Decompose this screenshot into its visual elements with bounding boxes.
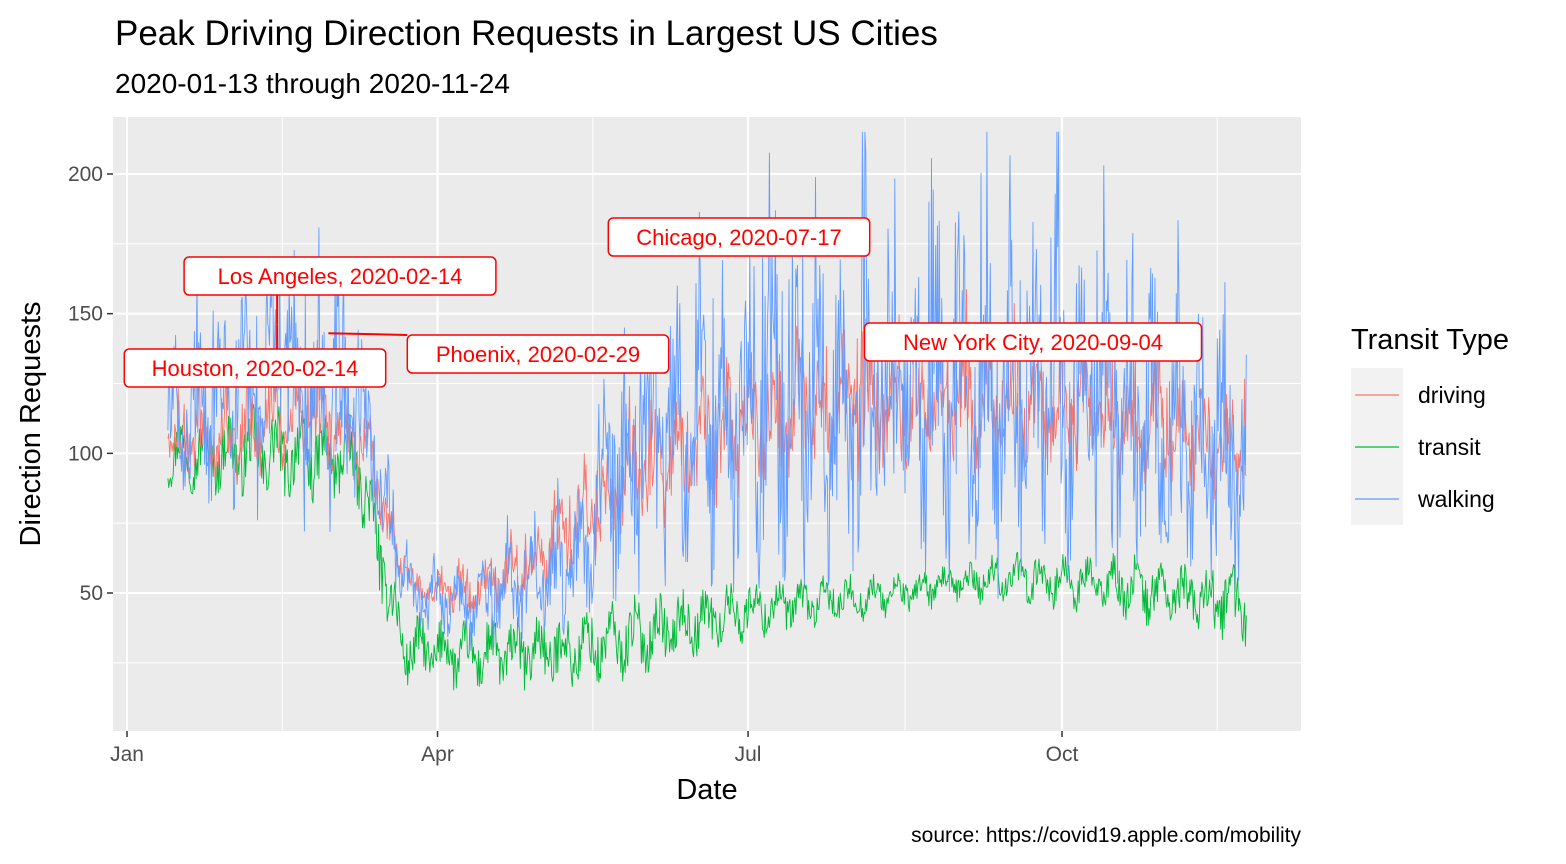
y-tick-label: 150: [68, 303, 103, 326]
annotation-box: [123, 348, 387, 388]
annotation-box: [607, 217, 871, 257]
annotation-2: Phoenix, 2020-02-29: [328, 332, 670, 374]
y-tick-label: 200: [68, 163, 103, 186]
legend-label-walking: walking: [1417, 486, 1495, 512]
axis-layer: 50 100 150 200 Jan Apr Jul Oct: [68, 163, 1079, 766]
x-tick-label: Jul: [735, 743, 762, 766]
annotation-connector: [328, 332, 408, 336]
legend: Transit Type driving transit walking: [1351, 324, 1509, 525]
annotation-3: Chicago, 2020-07-17: [607, 217, 871, 257]
x-tick-label: Oct: [1046, 743, 1079, 766]
y-tick-label: 100: [68, 442, 103, 465]
annotation-0: Los Angeles, 2020-02-14: [183, 256, 497, 325]
annotation-1: Houston, 2020-02-14: [123, 324, 387, 388]
x-tick-label: Jan: [110, 743, 144, 766]
annotation-box: [863, 322, 1203, 362]
annotation-box: [183, 256, 497, 296]
annotation-box: [406, 334, 670, 374]
chart-title: Peak Driving Direction Requests in Large…: [115, 14, 938, 53]
chart-subtitle: 2020-01-13 through 2020-11-24: [115, 68, 510, 99]
annotation-label: New York City, 2020-09-04: [903, 330, 1163, 355]
annotation-label: Houston, 2020-02-14: [152, 356, 359, 381]
annotation-label: Phoenix, 2020-02-29: [436, 342, 640, 367]
x-axis-title: Date: [676, 774, 737, 806]
legend-label-driving: driving: [1418, 382, 1486, 408]
legend-title: Transit Type: [1351, 324, 1509, 356]
y-axis-title: Direction Requests: [15, 302, 47, 547]
annotation-4: New York City, 2020-09-04: [863, 322, 1203, 362]
annotation-label: Los Angeles, 2020-02-14: [218, 264, 463, 289]
series-line-walking: [167, 131, 1247, 651]
series-layer: [167, 131, 1247, 691]
annotation-label: Chicago, 2020-07-17: [636, 225, 841, 250]
annotation-layer: Los Angeles, 2020-02-14 Houston, 2020-02-…: [123, 217, 1203, 388]
legend-label-transit: transit: [1418, 434, 1481, 460]
x-tick-label: Apr: [421, 743, 454, 766]
y-tick-label: 50: [80, 582, 103, 605]
chart-caption: source: https://covid19.apple.com/mobili…: [911, 824, 1301, 847]
